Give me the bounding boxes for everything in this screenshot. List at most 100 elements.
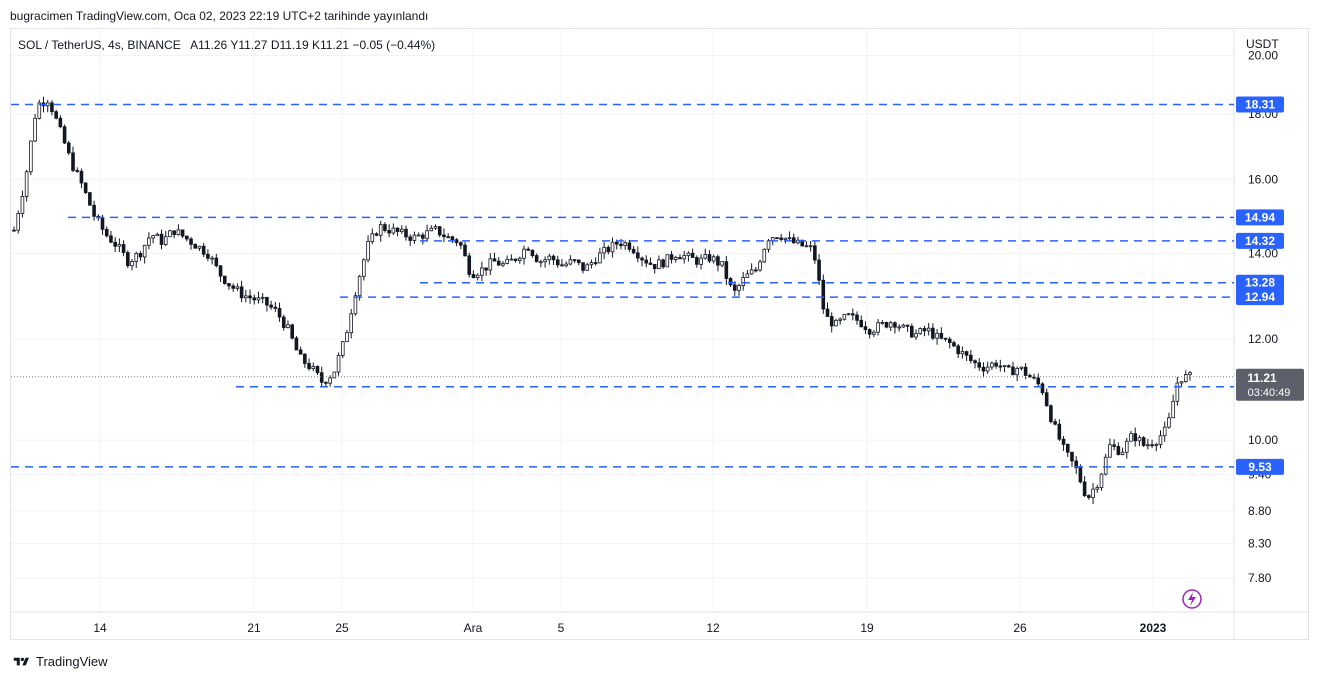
price-tick-label: 12.00 — [1248, 332, 1278, 346]
candle-body — [572, 259, 577, 262]
candle-body — [488, 258, 493, 271]
candle-body — [981, 366, 986, 372]
level-badge-label: 14.94 — [1245, 210, 1275, 224]
candle-body — [475, 274, 480, 279]
tradingview-logo-icon — [13, 657, 29, 665]
candle-body — [121, 244, 126, 253]
candle-body — [977, 362, 982, 368]
candle-body — [1040, 383, 1045, 394]
candle-body — [1154, 444, 1159, 446]
candle-body — [501, 263, 505, 266]
candle-body — [867, 329, 872, 335]
candle-body — [905, 324, 910, 327]
candle-body — [766, 240, 771, 250]
candle-body — [463, 244, 467, 257]
current-price-label: 11.21 — [1247, 371, 1277, 385]
candle-body — [206, 253, 210, 259]
candle-body — [547, 255, 552, 261]
candle-body — [54, 111, 58, 119]
candle-body — [956, 345, 960, 355]
candle-body — [168, 230, 172, 238]
candle-body — [50, 102, 54, 113]
candle-body — [1095, 487, 1100, 490]
candle-body — [458, 242, 463, 246]
candle-body — [1099, 473, 1104, 488]
candle-body — [846, 313, 851, 316]
candle-body — [926, 327, 931, 332]
level-badge-label: 13.28 — [1245, 276, 1275, 290]
candle-body — [699, 257, 703, 265]
candle-body — [332, 371, 337, 379]
candle-body — [947, 338, 952, 344]
candle-body — [260, 296, 265, 299]
candle-body — [416, 234, 421, 237]
level-badge-label: 18.31 — [1245, 98, 1275, 112]
candle-body — [16, 213, 21, 231]
candle-body — [395, 227, 400, 232]
candle-body — [1023, 366, 1028, 376]
candle-body — [969, 354, 973, 362]
candle-body — [585, 264, 590, 271]
candle-body — [652, 264, 657, 270]
candle-body — [1070, 451, 1074, 462]
candle-body — [303, 353, 307, 364]
time-tick-label: 14 — [93, 621, 107, 635]
candle-body — [222, 275, 227, 284]
price-tick-label: 14.00 — [1248, 246, 1278, 260]
candle-body — [248, 295, 252, 299]
candle-body — [349, 313, 354, 334]
candle-body — [1061, 438, 1066, 445]
candle-body — [661, 259, 665, 268]
candle-body — [1011, 366, 1015, 376]
candle-body — [442, 234, 446, 238]
candle-body — [1082, 481, 1087, 496]
price-tick-label: 20.00 — [1248, 49, 1278, 63]
candle-body — [134, 253, 139, 262]
candle-body — [83, 182, 88, 194]
candle-body — [669, 254, 674, 260]
candle-body — [952, 342, 956, 347]
price-tick-label: 8.30 — [1248, 537, 1272, 551]
candle-body — [357, 275, 362, 297]
candle-body — [581, 262, 585, 271]
candle-body — [964, 351, 969, 356]
level-badge-label: 12.94 — [1245, 290, 1275, 304]
candle-body — [374, 233, 379, 236]
candle-body — [564, 263, 568, 267]
candle-body — [1133, 433, 1138, 442]
level-badge — [1236, 274, 1284, 291]
candle-body — [825, 308, 830, 317]
candle-body — [910, 325, 914, 338]
candle-body — [210, 257, 214, 260]
candle-body — [636, 252, 640, 259]
candle-body — [20, 196, 25, 214]
candle-body — [648, 262, 653, 265]
candle-body — [530, 249, 535, 256]
candle-body — [387, 230, 391, 234]
candle-body — [598, 252, 602, 264]
candle-body — [1171, 400, 1175, 419]
candle-body — [682, 255, 686, 260]
candle-body — [33, 117, 37, 142]
candle-body — [496, 260, 501, 266]
time-tick-label: 5 — [558, 621, 565, 635]
candle-body — [492, 258, 497, 262]
candle-body — [1179, 381, 1184, 384]
candle-body — [935, 332, 939, 339]
tradingview-brand[interactable]: TradingView — [11, 654, 108, 669]
candle-body — [1057, 423, 1062, 440]
level-badge-label: 14.32 — [1245, 234, 1275, 248]
candle-body — [842, 314, 847, 320]
candle-body — [151, 235, 155, 239]
candle-body — [758, 261, 762, 271]
candle-body — [640, 257, 644, 261]
price-tick-label: 16.00 — [1248, 172, 1278, 186]
candle-body — [922, 328, 927, 332]
candle-body — [345, 332, 349, 343]
candle-body — [433, 226, 438, 229]
candle-body — [256, 297, 261, 301]
candle-body — [201, 245, 206, 255]
candle-body — [555, 259, 560, 266]
candle-body — [791, 237, 796, 244]
